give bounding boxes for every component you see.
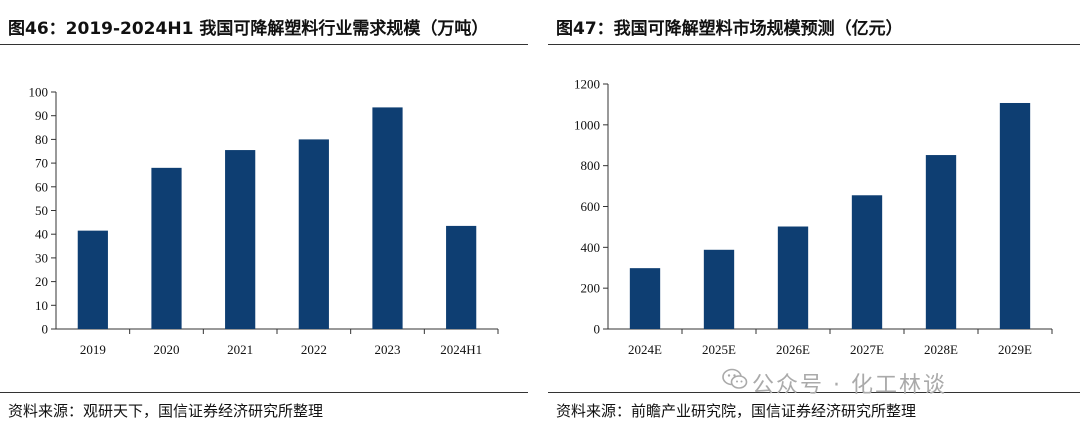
left-bar bbox=[151, 167, 182, 329]
right-y-tick-label: 1200 bbox=[574, 77, 600, 92]
left-bar bbox=[298, 139, 329, 329]
right-x-tick-label: 2029E bbox=[998, 342, 1032, 357]
right-y-tick-label: 0 bbox=[594, 322, 601, 337]
left-bar bbox=[77, 230, 108, 329]
right-y-tick-label: 200 bbox=[581, 281, 601, 296]
right-x-tick-label: 2027E bbox=[850, 342, 884, 357]
left-bar bbox=[225, 150, 256, 329]
left-bar-chart: 0 10 20 30 40 50 60 70 80 90 100 2019 2020 2021 2022 20… bbox=[29, 85, 499, 357]
left-x-tick-label: 2022 bbox=[301, 342, 327, 357]
left-x-tick-label: 2020 bbox=[154, 342, 180, 357]
left-y-tick-label: 70 bbox=[35, 156, 48, 171]
left-y-tick-label: 20 bbox=[35, 274, 48, 289]
left-source-rule bbox=[0, 392, 528, 393]
left-y-tick-label: 40 bbox=[35, 227, 48, 242]
right-y-tick-label: 800 bbox=[581, 158, 601, 173]
left-chart-title: 图46：2019-2024H1 我国可降解塑料行业需求规模（万吨） bbox=[8, 19, 489, 39]
right-bar bbox=[999, 102, 1031, 329]
left-source-note: 资料来源：观研天下，国信证券经济研究所整理 bbox=[8, 402, 324, 420]
right-x-tick-label: 2025E bbox=[702, 342, 736, 357]
left-x-tick-label: 2023 bbox=[375, 342, 401, 357]
right-y-tick-label: 600 bbox=[581, 199, 601, 214]
right-bar bbox=[629, 268, 661, 329]
left-y-tick-label: 30 bbox=[35, 250, 48, 265]
right-bar bbox=[777, 226, 809, 329]
left-y-tick-label: 80 bbox=[35, 132, 48, 147]
right-title-rule bbox=[548, 44, 1080, 45]
left-x-tick-label: 2024H1 bbox=[440, 342, 482, 357]
left-y-tick-label: 100 bbox=[29, 85, 49, 100]
right-bar bbox=[703, 249, 735, 329]
left-title-rule bbox=[0, 44, 528, 45]
right-bar bbox=[851, 195, 883, 329]
right-chart-title: 图47：我国可降解塑料市场规模预测（亿元） bbox=[556, 19, 903, 39]
left-bar bbox=[446, 225, 477, 329]
right-y-tick-label: 400 bbox=[581, 240, 601, 255]
right-chart-panel: 图47：我国可降解塑料市场规模预测（亿元） 0 200 400 600 800 1000 1… bbox=[548, 0, 1080, 430]
left-y-tick-label: 90 bbox=[35, 108, 48, 123]
right-bar bbox=[925, 155, 957, 329]
left-x-tick-label: 2019 bbox=[80, 342, 106, 357]
left-bar bbox=[372, 107, 403, 329]
left-y-tick-label: 10 bbox=[35, 298, 48, 313]
right-y-tick-label: 1000 bbox=[574, 117, 600, 132]
wechat-icon bbox=[722, 368, 748, 389]
left-y-tick-label: 60 bbox=[35, 179, 48, 194]
left-chart-panel: 图46：2019-2024H1 我国可降解塑料行业需求规模（万吨） 0 10 20 3… bbox=[0, 0, 528, 430]
right-x-tick-label: 2024E bbox=[628, 342, 662, 357]
watermark-text: 公众号 · 化工林谈 bbox=[752, 373, 947, 398]
right-source-rule bbox=[548, 392, 1080, 393]
left-y-tick-label: 0 bbox=[42, 322, 49, 337]
left-y-tick-label: 50 bbox=[35, 203, 48, 218]
right-x-tick-label: 2028E bbox=[924, 342, 958, 357]
right-x-tick-label: 2026E bbox=[776, 342, 810, 357]
right-source-note: 资料来源：前瞻产业研究院，国信证券经济研究所整理 bbox=[556, 402, 917, 420]
left-x-tick-label: 2021 bbox=[227, 342, 253, 357]
right-bar-chart: 0 200 400 600 800 1000 1200 2024E 2025E 2026E 2027… bbox=[574, 77, 1053, 357]
